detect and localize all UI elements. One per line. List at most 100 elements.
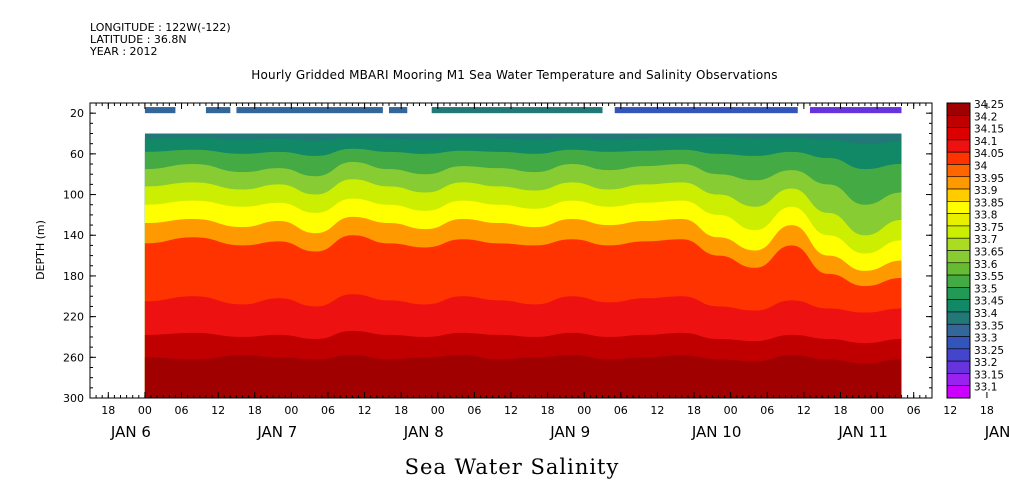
metadata-block: LONGITUDE : 122W(-122) LATITUDE : 36.8N … [90,22,231,58]
colorbar-label: 33.75 [974,222,1004,234]
colorbar-label: 33.15 [974,369,1004,381]
x-tick-label: 06 [907,404,921,417]
x-tick-label: 18 [687,404,701,417]
x-tick-label: 18 [394,404,408,417]
x-tick-label: 06 [760,404,774,417]
colorbar-swatch [946,225,971,239]
x-day-label: JAN 12 [984,423,1009,441]
colorbar-label: 33.5 [974,283,997,295]
y-axis: 20 60 100 140 180 220 260 300 [63,102,932,405]
latitude-label: LATITUDE : 36.8N [90,33,187,46]
x-tick-label: 06 [321,404,335,417]
colorbar-swatch [946,139,971,153]
colorbar-swatch [946,127,971,141]
colorbar-swatch [946,311,971,325]
x-tick-label: 12 [358,404,372,417]
colorbar-swatch [946,213,971,227]
surface-bar-segment-1 [205,107,231,114]
colorbar-label: 33.85 [974,197,1004,209]
colorbar-frame [946,102,971,399]
x-tick-label: 18 [248,404,262,417]
colorbar-label: 33.6 [974,259,998,271]
colorbar-swatch [946,201,971,214]
x-tick-label: 12 [650,404,664,417]
colorbar-swatch [946,164,971,178]
colorbar-label: 33.2 [974,357,997,369]
x-tick-label: 12 [797,404,811,417]
colorbar-swatch [946,262,971,276]
x-tick-label: 00 [577,404,591,417]
y-tick-label: 100 [63,189,84,202]
surface-bar-segment-6 [809,107,902,114]
colorbar-swatch [946,348,971,362]
x-axis: 18 00 06 12 18 00 06 12 18 00 06 12 18 00 06 12 18 00 06 12… [89,103,1009,441]
surface-bar-segment-4 [431,107,603,114]
y-tick-label: 180 [63,270,84,283]
x-tick-label: 06 [614,404,628,417]
colorbar-label: 33.4 [974,308,998,320]
x-day-label: JAN 10 [691,423,742,441]
colorbar-label: 33.65 [974,247,1004,259]
colorbar-swatch [946,373,971,387]
y-tick-label: 300 [63,392,84,405]
longitude-label: LONGITUDE : 122W(-122) [90,21,231,34]
colorbar-swatch [946,385,971,399]
y-tick-label: 260 [63,351,84,364]
colorbar-swatch [946,287,971,300]
colorbar-label: 33.1 [974,382,997,394]
x-tick-label: 18 [980,404,994,417]
x-day-label: JAN 8 [403,423,444,441]
y-axis-label: DEPTH (m) [34,220,47,280]
colorbar-swatch [946,299,971,313]
colorbar-swatch [946,102,971,116]
surface-bar-segment-0 [144,107,176,114]
y-tick-label: 220 [63,311,84,324]
colorbar-swatch [946,360,971,374]
surface-bar-segment-3 [388,107,408,114]
x-tick-label: 06 [467,404,481,417]
x-tick-label: 00 [431,404,445,417]
x-tick-label: 06 [175,404,189,417]
colorbar-label: 33.9 [974,185,997,197]
colorbar-swatch [946,250,971,264]
colorbar-label: 33.25 [974,345,1004,357]
colorbar-label: 33.8 [974,210,997,222]
contour-band-34.25 [144,355,902,398]
variable-title: Sea Water Salinity [404,455,620,479]
colorbar-swatch [946,176,971,190]
plot-area [144,107,902,398]
surface-bar-segment-2 [236,107,383,114]
colorbar-label: 33.45 [974,296,1004,308]
x-tick-label: 18 [833,404,847,417]
x-tick-label: 00 [870,404,884,417]
colorbar-swatch [946,151,971,165]
x-tick-label: 00 [284,404,298,417]
colorbar-label: 34.25 [974,99,1004,111]
chart-title: Hourly Gridded MBARI Mooring M1 Sea Wate… [251,68,778,82]
x-day-label: JAN 7 [256,423,297,441]
colorbar-label: 34.15 [974,124,1004,136]
colorbar-swatch [946,237,971,251]
colorbar-swatch [946,188,971,202]
x-tick-label: 18 [541,404,555,417]
x-day-label: JAN 6 [110,423,151,441]
y-tick-label: 60 [70,148,84,161]
colorbar-swatch [946,336,971,350]
colorbar-label: 33.7 [974,234,997,246]
x-tick-label: 00 [724,404,738,417]
colorbar-label: 33.3 [974,333,997,345]
x-tick-label: 18 [101,404,115,417]
colorbar: 34.2534.234.1534.134.053433.9533.933.853… [946,99,1004,399]
colorbar-swatch [946,274,971,288]
colorbar-label: 33.55 [974,271,1004,283]
x-day-label: JAN 11 [837,423,888,441]
surface-bar-segment-5 [614,107,798,114]
x-tick-label: 00 [138,404,152,417]
colorbar-label: 34 [974,160,988,172]
y-tick-label: 140 [63,229,84,242]
x-tick-label: 12 [504,404,518,417]
colorbar-label: 33.95 [974,173,1004,185]
colorbar-label: 34.2 [974,111,997,123]
x-tick-label: 12 [211,404,225,417]
